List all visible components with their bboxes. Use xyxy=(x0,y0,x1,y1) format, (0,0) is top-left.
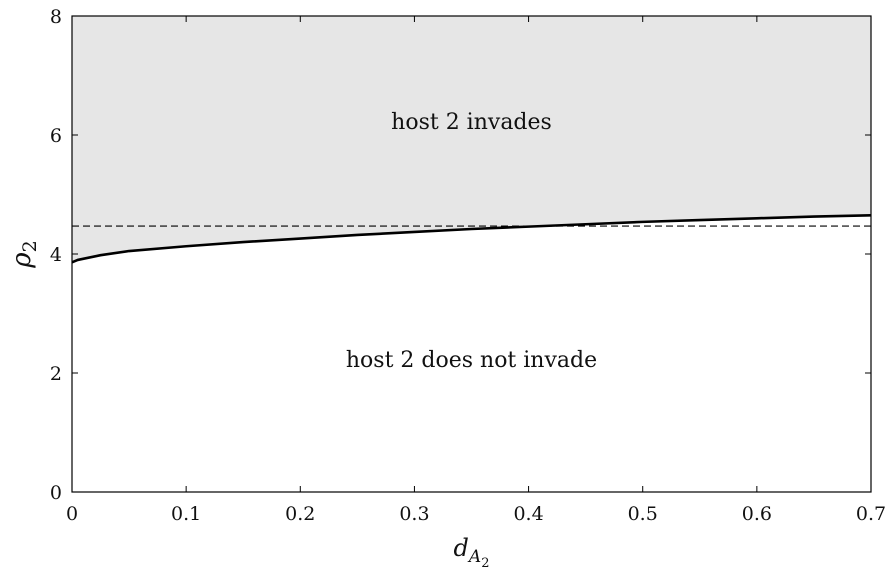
y-tick-label: 8 xyxy=(50,6,62,28)
tick-labels: 0 0.1 0.2 0.3 0.4 0.5 0.6 0.7 0 2 4 6 8 xyxy=(50,6,886,525)
y-tick-label: 2 xyxy=(50,363,62,385)
label-does-not-invade: host 2 does not invade xyxy=(346,348,597,373)
x-tick-label: 0.1 xyxy=(171,503,201,525)
x-tick-label: 0.4 xyxy=(513,503,543,525)
invasion-boundary-curve xyxy=(71,214,872,264)
label-invades: host 2 invades xyxy=(391,110,552,135)
x-tick-label: 0 xyxy=(66,503,78,525)
y-tick-label: 6 xyxy=(50,125,62,147)
x-tick-label: 0.2 xyxy=(285,503,315,525)
x-tick-label: 0.3 xyxy=(399,503,429,525)
y-tick-label: 0 xyxy=(50,482,62,504)
x-axis-label: dA2 xyxy=(454,534,490,571)
x-tick-label: 0.5 xyxy=(628,503,658,525)
y-tick-label: 4 xyxy=(50,244,62,266)
x-tick-label: 0.6 xyxy=(742,503,772,525)
x-tick-label: 0.7 xyxy=(856,503,886,525)
series-lines xyxy=(71,214,872,264)
plot-frame xyxy=(71,15,872,493)
region-labels: host 2 invades host 2 does not invade xyxy=(346,110,597,373)
invasion-region-fill xyxy=(72,16,871,263)
y-axis-label: ρ2 xyxy=(7,240,41,268)
